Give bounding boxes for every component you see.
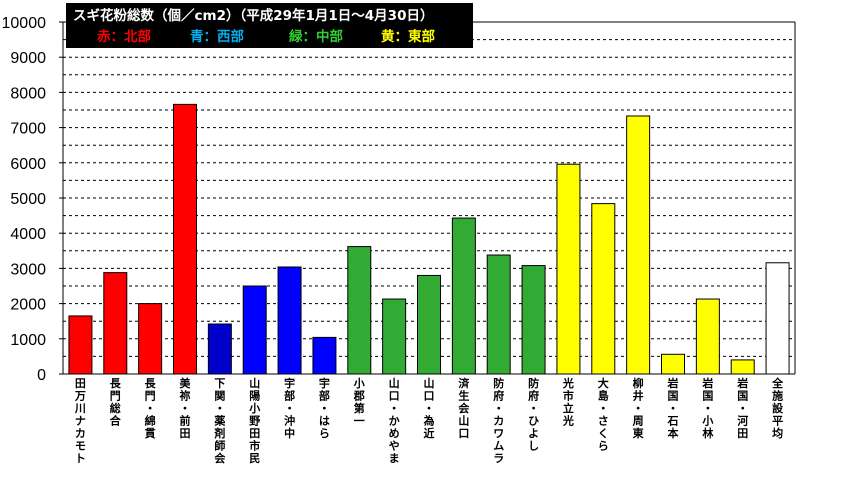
x-tick-label-19: 岩国・小林 — [701, 376, 713, 440]
chart-title: スギ花粉総数（個／cm2）（平成29年1月1日～4月30日） — [73, 7, 433, 24]
bar-5 — [207, 323, 232, 375]
bars — [68, 103, 790, 375]
x-tick-label-5: 下関・薬剤師会 — [213, 377, 226, 465]
x-tick-label-10: 山口・かめやま — [389, 376, 400, 465]
bar-7 — [277, 266, 302, 375]
bar-3 — [138, 303, 163, 375]
x-tick-label-11: 山口・為近 — [424, 376, 435, 440]
bar-19 — [695, 298, 720, 375]
legend-entry-4: 黄：東部 — [381, 28, 435, 45]
y-tick-label-7000: 7000 — [10, 121, 46, 138]
bar-9 — [347, 246, 372, 375]
y-tick-label-10000: 10000 — [2, 15, 47, 32]
x-tick-label-6: 山陽小野田市民 — [248, 376, 260, 465]
bar-14 — [521, 265, 546, 375]
y-tick-label-6000: 6000 — [10, 156, 46, 173]
y-tick-label-0: 0 — [37, 367, 46, 384]
y-tick-label-4000: 4000 — [10, 226, 46, 243]
bar-17 — [626, 115, 651, 375]
x-tick-label-16: 大島・さくら — [598, 376, 609, 453]
x-tick-label-15: 光市立光 — [562, 376, 574, 428]
x-tick-label-13: 防府・カワムラ — [493, 376, 504, 465]
x-tick-label-1: 田万川ナカモト — [74, 377, 86, 465]
y-tick-label-9000: 9000 — [10, 50, 46, 67]
x-tick-label-17: 柳井・周東 — [633, 376, 645, 440]
x-tick-label-3: 長門・綿貫 — [145, 377, 157, 440]
y-tick-label-5000: 5000 — [10, 191, 46, 208]
bar-1 — [68, 315, 93, 375]
x-tick-label-2: 長門総合 — [110, 377, 122, 428]
x-tick-label-12: 済生会山口 — [458, 376, 470, 440]
x-axis-labels: 田万川ナカモト 長門総合 長門・綿貫 美祢・前田 下関・薬剤師会 山陽小野田市民 宇部・沖中… — [74, 376, 784, 465]
bar-11 — [417, 274, 441, 375]
y-axis-ticks: 0 1000 2000 3000 4000 5000 6000 7000 8000 9000 100… — [2, 15, 47, 384]
title-legend-box: スギ花粉総数（個／cm2）（平成29年1月1日～4月30日） 赤：北部 青：西部 緑：… — [66, 3, 473, 48]
legend-entry-1: 赤：北部 — [97, 28, 151, 45]
x-tick-label-8: 宇部・はら — [319, 376, 330, 440]
bar-6 — [242, 285, 267, 375]
legend-entry-2: 青：西部 — [190, 28, 244, 45]
y-tick-label-8000: 8000 — [10, 85, 46, 102]
x-tick-label-21: 全施設平均 — [771, 376, 784, 440]
bar-21 — [765, 262, 790, 375]
bar-10 — [382, 298, 407, 375]
x-tick-label-9: 小郡第一 — [353, 376, 365, 428]
bar-12 — [451, 217, 476, 375]
bar-4 — [173, 103, 197, 375]
bar-13 — [486, 254, 511, 375]
bar-15 — [556, 163, 581, 375]
bar-18 — [661, 353, 685, 375]
bar-8 — [312, 336, 337, 375]
x-tick-label-14: 防府・ひよし — [528, 376, 539, 453]
bar-20 — [730, 359, 755, 375]
bar-2 — [103, 272, 128, 375]
x-tick-label-20: 岩国・河田 — [736, 376, 748, 440]
y-tick-label-1000: 1000 — [10, 332, 46, 349]
y-tick-label-3000: 3000 — [10, 261, 46, 278]
x-tick-label-7: 宇部・沖中 — [284, 376, 295, 440]
y-tick-label-2000: 2000 — [10, 297, 46, 314]
bar-16 — [591, 203, 616, 375]
legend-entry-3: 緑：中部 — [289, 28, 343, 45]
x-tick-label-18: 岩国・石本 — [667, 376, 679, 440]
title-box-background — [66, 3, 473, 48]
x-tick-label-4: 美祢・前田 — [180, 376, 192, 440]
